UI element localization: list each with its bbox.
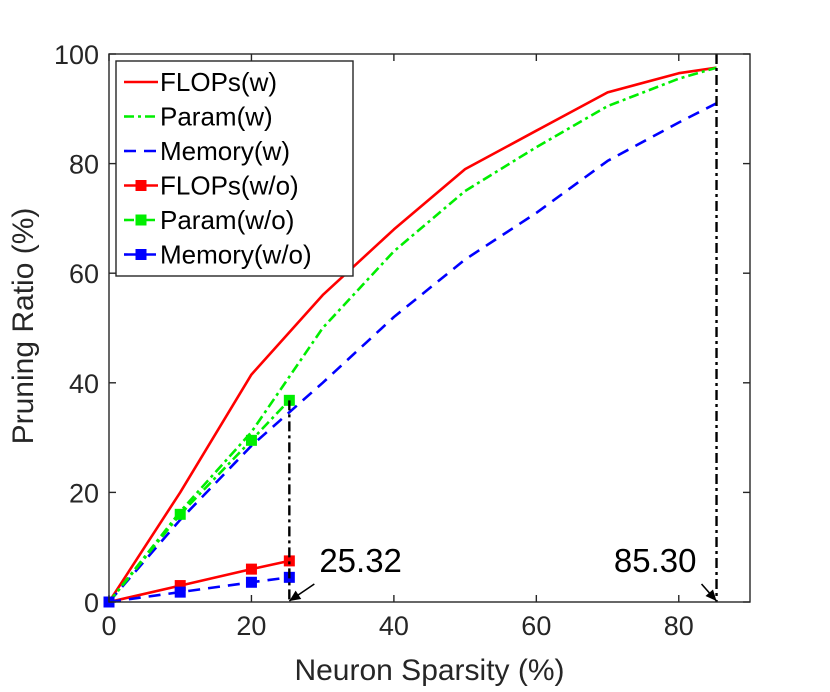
- axes: 0 20 40 60 80 0 20 40 60 80 100: [54, 40, 751, 641]
- legend-marker: [135, 180, 147, 191]
- legend-entry: Param(w/o): [160, 205, 294, 235]
- annotation-label: 85.30: [614, 542, 697, 579]
- data-point: [245, 576, 257, 588]
- series-line: [108, 576, 290, 604]
- series-line: [107, 66, 717, 603]
- series-4: [103, 394, 295, 608]
- series-line: [108, 102, 718, 603]
- series-0: [107, 66, 717, 603]
- legend-entry: Param(w): [160, 102, 273, 132]
- legend-entry: FLOPs(w): [160, 67, 277, 97]
- annotation-label: 25.32: [319, 542, 402, 579]
- y-tick-label: 60: [69, 259, 99, 289]
- arrow-head: [289, 590, 302, 601]
- y-axis-label: Pruning Ratio (%): [7, 208, 40, 445]
- legend: FLOPs(w) Param(w) Memory(w) FLOPs(w/o) Param…: [115, 60, 354, 277]
- series-layer: [103, 66, 718, 608]
- legend-entry: Memory(w/o): [160, 240, 312, 270]
- y-tick-label: 20: [69, 478, 99, 508]
- series-line: [107, 399, 291, 603]
- legend-entry: FLOPs(w/o): [160, 171, 299, 201]
- x-tick-label: 40: [379, 611, 409, 641]
- data-point: [283, 555, 295, 567]
- data-point: [174, 580, 186, 592]
- data-point: [245, 563, 257, 575]
- series-1: [107, 66, 717, 603]
- reference-lines: [288, 54, 718, 602]
- arrow-head: [705, 589, 717, 601]
- data-point: [245, 434, 257, 446]
- plot-frame: [108, 53, 751, 603]
- y-tick-label: 40: [69, 369, 99, 399]
- legend-entry: Memory(w): [160, 136, 290, 166]
- x-axis-label: Neuron Sparsity (%): [294, 654, 564, 687]
- series-line: [108, 559, 290, 604]
- x-tick-label: 80: [664, 611, 694, 641]
- data-point: [174, 508, 186, 520]
- x-tick-label: 60: [521, 611, 551, 641]
- y-tick-label: 80: [69, 150, 99, 180]
- legend-marker: [135, 214, 147, 226]
- legend-marker: [135, 249, 147, 260]
- annotations: 25.32 85.30: [288, 542, 718, 602]
- x-tick-label: 20: [236, 611, 266, 641]
- x-tick-label: 0: [101, 611, 116, 641]
- legend-box: [115, 60, 354, 277]
- series-2: [108, 102, 718, 603]
- data-point: [174, 586, 186, 598]
- y-tick-label: 0: [84, 588, 99, 618]
- y-tick-label: 100: [54, 40, 99, 70]
- series-line: [107, 66, 717, 603]
